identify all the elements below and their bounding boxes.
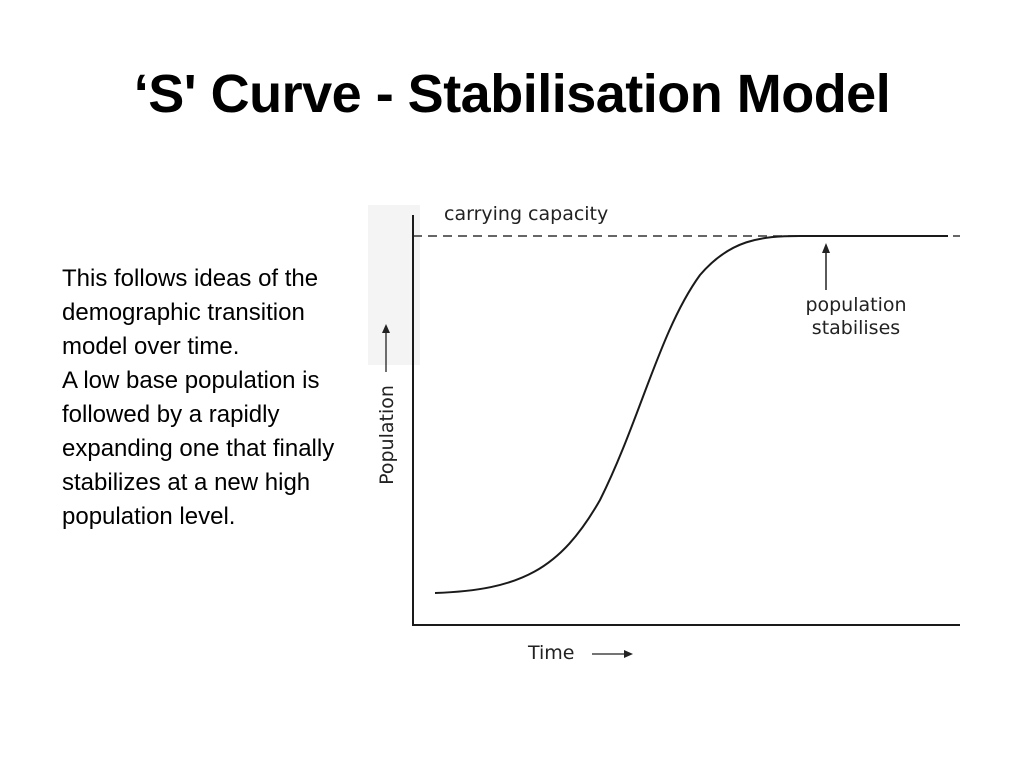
annotation-label-line2: stabilises — [812, 317, 900, 339]
x-axis-arrow-head — [624, 650, 633, 658]
carrying-capacity-label: carrying capacity — [444, 203, 608, 225]
slide-title: ‘S' Curve - Stabilisation Model — [133, 64, 891, 124]
y-axis-arrow-head — [382, 324, 390, 333]
paragraph-description: A low base population is followed by a r… — [62, 367, 335, 530]
paragraph-intro: This follows ideas of the demographic tr… — [62, 265, 319, 360]
y-axis-label-group: Population — [376, 385, 398, 485]
scan-shading — [368, 205, 420, 365]
body-text: This follows ideas of the demographic tr… — [62, 262, 362, 534]
s-curve-line — [434, 235, 948, 594]
annotation-arrow-head — [822, 243, 830, 253]
x-axis-label: Time — [527, 642, 575, 664]
annotation-label-line1: population — [805, 294, 906, 316]
y-axis-label: Population — [376, 385, 398, 485]
